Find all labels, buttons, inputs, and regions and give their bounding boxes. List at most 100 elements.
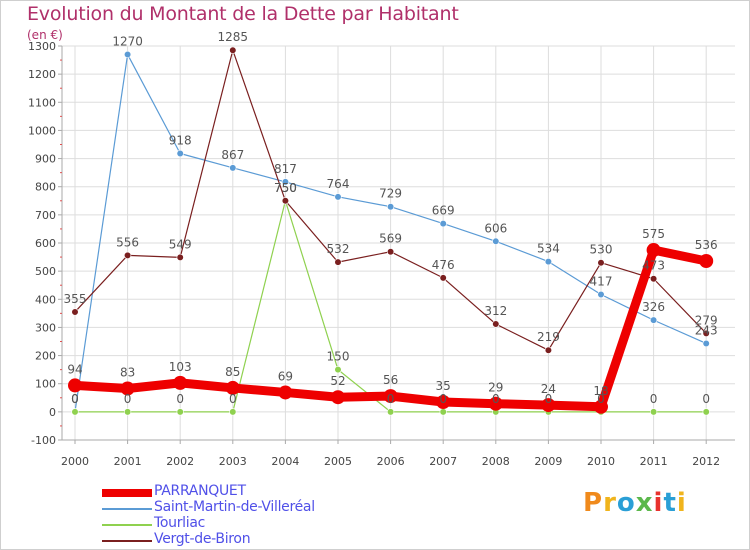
x-tick-label: 2009 <box>534 455 562 468</box>
data-point <box>68 378 82 393</box>
legend-label: PARRANQUET <box>154 483 246 499</box>
legend-label: Tourliac <box>154 515 206 531</box>
data-point <box>331 390 345 405</box>
data-point <box>123 50 132 59</box>
data-label: 532 <box>327 242 350 256</box>
data-label: 35 <box>436 379 451 393</box>
data-label: 150 <box>327 350 350 364</box>
data-point <box>281 178 290 186</box>
data-point <box>702 408 710 416</box>
legend-label: Saint-Martin-de-Villeréal <box>154 499 315 515</box>
x-tick-label: 2008 <box>482 455 510 468</box>
logo-letter: i <box>653 488 664 518</box>
y-tick-label: 700 <box>35 209 56 222</box>
data-label: 817 <box>274 162 297 176</box>
data-label: 219 <box>537 330 560 344</box>
data-label: 750 <box>274 181 297 195</box>
logo-letter: x <box>635 488 654 518</box>
data-point <box>544 257 553 266</box>
data-label: 29 <box>488 381 503 395</box>
data-point <box>334 366 342 374</box>
data-label: 764 <box>327 177 350 191</box>
data-point <box>646 243 661 258</box>
data-label: 473 <box>642 259 665 273</box>
x-tick-label: 2002 <box>166 455 194 468</box>
data-point <box>594 399 608 414</box>
logo-letter: i <box>676 488 687 518</box>
data-point <box>702 339 710 348</box>
y-tick-label: 100 <box>35 378 56 391</box>
y-tick-label: 200 <box>35 350 56 363</box>
data-label: 575 <box>642 227 665 241</box>
data-point <box>387 203 395 211</box>
data-label: 69 <box>278 369 293 383</box>
data-point <box>176 149 184 158</box>
y-tick-label: 300 <box>35 321 56 334</box>
data-point <box>649 316 658 324</box>
x-tick-label: 2005 <box>324 455 352 468</box>
data-label: 103 <box>169 360 192 374</box>
data-point <box>597 259 605 267</box>
data-point <box>229 408 237 416</box>
data-label: 0 <box>124 392 132 406</box>
legend-swatch <box>102 508 152 510</box>
legend-swatch <box>102 489 152 497</box>
data-point <box>123 408 132 416</box>
data-label: 0 <box>545 392 553 406</box>
data-label: 669 <box>432 204 455 218</box>
data-label: 0 <box>650 392 658 406</box>
data-label: 24 <box>541 382 556 396</box>
data-point <box>278 385 293 400</box>
data-label: 417 <box>590 275 613 289</box>
legend-label: Vergt-de-Biron <box>154 531 251 547</box>
data-label: 530 <box>590 243 613 257</box>
data-label: 476 <box>432 258 455 272</box>
data-point <box>334 258 342 266</box>
data-label: 0 <box>176 392 184 406</box>
data-label: 750 <box>274 181 297 195</box>
data-point <box>229 46 237 54</box>
data-point <box>281 197 290 205</box>
data-point <box>176 408 184 416</box>
data-label: 18 <box>593 384 608 398</box>
data-point <box>334 193 342 201</box>
data-point <box>387 408 395 416</box>
data-label: 355 <box>64 292 87 306</box>
data-point <box>225 380 240 395</box>
chart-title: Evolution du Montant de la Dette par Hab… <box>27 3 459 25</box>
logo-letter: P <box>583 488 604 518</box>
y-tick-label: 1000 <box>28 124 56 137</box>
data-label: 606 <box>484 221 507 235</box>
legend-swatch <box>102 524 152 526</box>
data-point <box>492 237 500 245</box>
x-tick-label: 2007 <box>429 455 457 468</box>
y-tick-label: 1100 <box>28 96 56 109</box>
data-point <box>173 375 188 390</box>
data-label: 556 <box>116 235 139 249</box>
data-label: 0 <box>597 392 605 406</box>
data-label: 94 <box>67 362 82 376</box>
data-point <box>387 248 395 256</box>
data-label: 326 <box>642 300 665 314</box>
data-label: 569 <box>379 232 402 246</box>
y-tick-label: 900 <box>35 153 56 166</box>
data-point <box>699 254 714 269</box>
logo-letter: o <box>616 488 636 518</box>
data-point <box>439 219 447 228</box>
data-label: 536 <box>695 238 718 252</box>
proxiti-logo: Proxiti <box>583 488 687 518</box>
data-label: 0 <box>71 392 79 406</box>
data-label: 918 <box>169 134 192 148</box>
y-tick-label: -100 <box>31 434 56 447</box>
data-label: 279 <box>695 313 718 327</box>
data-point <box>488 396 503 411</box>
y-tick-label: 0 <box>49 406 56 419</box>
data-point <box>71 408 79 416</box>
data-label: 549 <box>169 237 192 251</box>
data-label: 1270 <box>112 34 143 48</box>
data-point <box>436 395 451 410</box>
data-label: 312 <box>484 304 507 318</box>
data-point <box>492 320 500 328</box>
x-tick-label: 2010 <box>587 455 615 468</box>
